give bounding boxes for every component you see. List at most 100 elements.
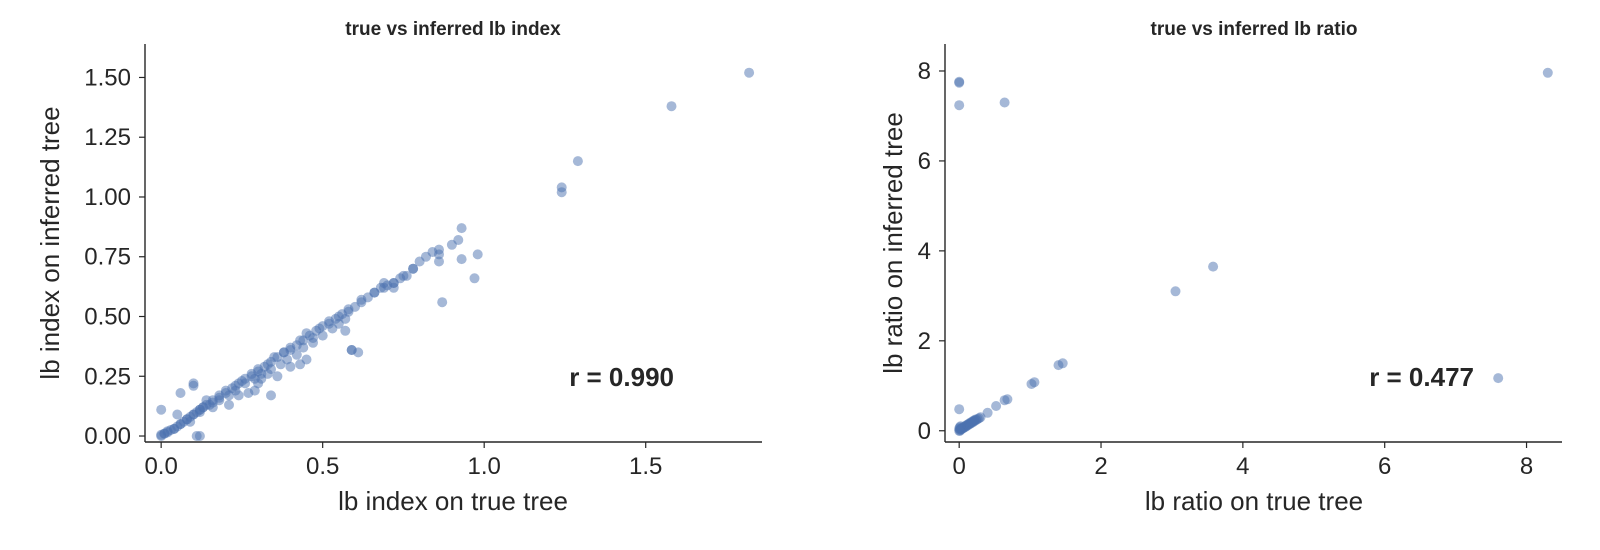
x-tick-label: 8 <box>1520 453 1533 480</box>
chart-title: true vs inferred lb ratio <box>1151 19 1358 40</box>
y-tick-label: 6 <box>918 148 931 175</box>
data-point <box>437 297 448 308</box>
data-point <box>353 347 364 358</box>
data-point <box>172 409 183 420</box>
data-point <box>266 390 276 401</box>
y-axis-label: lb ratio on inferred tree <box>878 112 908 374</box>
data-point <box>253 378 264 389</box>
data-point <box>999 97 1010 108</box>
data-point <box>398 270 409 281</box>
y-tick-label: 0.00 <box>84 423 131 450</box>
data-point <box>970 414 981 425</box>
data-point <box>262 359 273 370</box>
y-tick-label: 0 <box>918 418 931 445</box>
y-tick-label: 0.25 <box>84 363 131 390</box>
data-point <box>301 354 312 365</box>
x-tick-label: 4 <box>1236 453 1249 480</box>
data-point <box>379 278 389 288</box>
data-point <box>572 156 583 167</box>
data-point <box>262 368 273 379</box>
data-point <box>291 349 302 360</box>
data-point <box>194 407 205 418</box>
data-point <box>224 399 234 410</box>
x-tick-label: 2 <box>1094 453 1107 480</box>
data-point <box>666 101 677 112</box>
data-point <box>388 282 399 293</box>
axis-ticks: 0.0 0.5 1.0 1.5 0.00 0.25 0.50 0.75 1.00 1.25 1.50 <box>84 64 662 480</box>
data-point <box>220 385 231 396</box>
data-point <box>207 402 218 413</box>
x-tick-label: 1.0 <box>468 453 501 480</box>
data-point <box>233 390 244 401</box>
data-point <box>456 223 467 234</box>
y-tick-label: 1.00 <box>84 184 131 211</box>
data-point <box>1057 358 1068 369</box>
x-tick-label: 0.5 <box>306 453 339 480</box>
data-point <box>556 187 567 198</box>
y-tick-label: 1.50 <box>84 64 131 91</box>
correlation-annotation: r = 0.990 <box>569 362 674 392</box>
data-point <box>1029 377 1040 388</box>
data-point <box>954 425 965 436</box>
data-point <box>175 388 186 398</box>
chart-title: true vs inferred lb index <box>345 19 561 40</box>
data-point <box>185 416 196 427</box>
y-tick-label: 4 <box>918 238 931 265</box>
data-point <box>954 77 965 88</box>
data-point <box>434 256 444 267</box>
x-tick-label: 1.5 <box>629 453 662 480</box>
data-point <box>1493 373 1504 384</box>
data-point <box>1208 261 1219 272</box>
data-point <box>453 235 464 245</box>
x-axis-label: lb ratio on true tree <box>1145 486 1363 516</box>
x-tick-label: 6 <box>1378 453 1391 480</box>
data-point <box>991 401 1002 411</box>
y-tick-label: 0.75 <box>84 244 131 271</box>
data-point <box>744 67 755 78</box>
data-points <box>954 67 1553 436</box>
data-point <box>343 306 354 317</box>
data-point <box>1002 394 1013 405</box>
data-point <box>408 263 419 274</box>
data-point <box>472 249 483 260</box>
y-tick-label: 8 <box>918 58 931 85</box>
x-axis-label: lb index on true tree <box>338 486 568 516</box>
lb-ratio-scatter-panel: true vs inferred lb ratio 0 2 4 6 8 0 2 4 6 8 lb … <box>878 19 1562 516</box>
data-point <box>188 380 199 391</box>
data-point <box>295 335 306 346</box>
data-point <box>1170 286 1181 297</box>
data-point <box>324 316 335 327</box>
data-point <box>356 294 367 305</box>
data-point <box>285 342 296 353</box>
y-axis-label: lb index on inferred tree <box>35 106 65 379</box>
data-point <box>194 431 205 441</box>
data-point <box>269 352 280 363</box>
y-tick-label: 0.50 <box>84 304 131 331</box>
data-point <box>954 404 965 415</box>
data-point <box>982 407 993 418</box>
data-point <box>314 323 325 334</box>
axis-ticks: 0 2 4 6 8 0 2 4 6 8 <box>918 58 1534 480</box>
data-point <box>156 404 167 415</box>
x-tick-label: 0.0 <box>144 453 177 480</box>
data-point <box>272 371 283 382</box>
data-point <box>230 380 241 391</box>
data-point <box>253 364 264 375</box>
x-tick-label: 0 <box>953 453 966 480</box>
data-point <box>954 100 965 111</box>
y-tick-label: 1.25 <box>84 124 131 151</box>
data-point <box>434 249 444 260</box>
data-point <box>285 361 296 372</box>
data-point <box>246 371 257 382</box>
data-point <box>333 311 344 322</box>
data-point <box>469 273 480 284</box>
data-point <box>456 254 467 265</box>
correlation-annotation: r = 0.477 <box>1369 362 1474 392</box>
y-tick-label: 2 <box>918 328 931 355</box>
data-points <box>156 67 755 441</box>
data-point <box>308 333 318 343</box>
data-point <box>1542 67 1553 78</box>
data-point <box>369 287 380 298</box>
lb-index-scatter-panel: true vs inferred lb index 0.0 0.5 1.0 1.50.… <box>35 19 762 516</box>
